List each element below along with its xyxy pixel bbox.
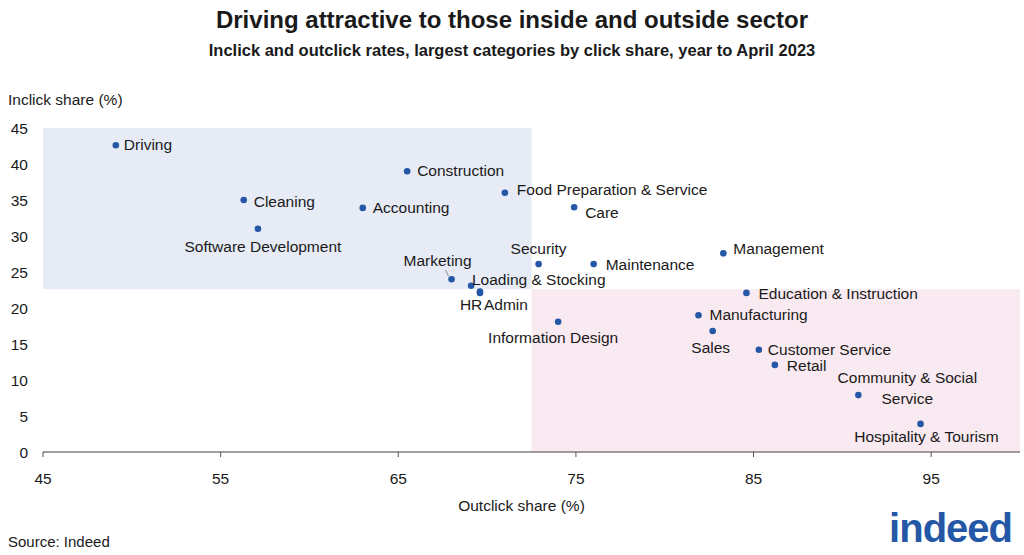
- y-tick: [39, 416, 43, 417]
- y-tick: [39, 128, 43, 129]
- point-label: Care: [585, 204, 619, 221]
- point-label: Maintenance: [606, 256, 695, 273]
- point: [855, 392, 862, 399]
- x-axis-line: [43, 451, 1020, 452]
- y-tick-label: 0: [19, 444, 28, 461]
- point-label: Accounting: [373, 199, 450, 216]
- point-label-line: Community & Social: [838, 369, 978, 386]
- x-tick: [43, 452, 44, 457]
- point: [240, 197, 247, 204]
- x-tick: [220, 452, 221, 457]
- point-label: Marketing: [404, 252, 472, 269]
- x-tick-label: 75: [567, 470, 584, 487]
- y-tick: [39, 236, 43, 237]
- point: [359, 205, 366, 212]
- point-label: Hospitality & Tourism: [854, 428, 998, 445]
- point: [590, 261, 597, 268]
- point: [756, 346, 763, 353]
- y-tick: [39, 200, 43, 201]
- y-tick-label: 40: [11, 156, 29, 173]
- source: Source: Indeed: [8, 533, 110, 550]
- y-tick: [39, 308, 43, 309]
- region-high-outclick: [532, 289, 1021, 452]
- point-label: Loading & Stocking: [472, 271, 606, 288]
- point: [571, 204, 578, 211]
- region-high-inclick: [43, 128, 532, 289]
- point-label: Software Development: [185, 238, 342, 255]
- point-label: Driving: [124, 136, 172, 153]
- y-tick: [39, 380, 43, 381]
- logo: indeed: [889, 506, 1012, 550]
- point: [709, 328, 716, 335]
- y-tick-label: 35: [11, 192, 28, 209]
- point: [695, 312, 702, 319]
- point-label: Customer Service: [768, 341, 891, 358]
- y-tick: [39, 272, 43, 273]
- title: Driving attractive to those inside and o…: [216, 6, 808, 33]
- y-tick-label: 25: [11, 264, 28, 281]
- x-tick-label: 95: [923, 470, 940, 487]
- point: [772, 362, 779, 369]
- y-tick: [39, 344, 43, 345]
- point-label: Sales: [691, 339, 730, 356]
- point: [917, 421, 924, 428]
- point-label: Manufacturing: [709, 306, 807, 323]
- x-tick: [753, 452, 754, 457]
- point: [404, 168, 411, 175]
- x-tick: [931, 452, 932, 457]
- x-tick: [575, 452, 576, 457]
- point-label: Admin: [484, 296, 528, 313]
- y-tick-label: 5: [19, 408, 28, 425]
- x-tick-label: 55: [212, 470, 229, 487]
- point: [448, 276, 455, 283]
- point: [502, 190, 509, 197]
- point: [720, 250, 727, 257]
- subtitle: Inclick and outclick rates, largest cate…: [209, 41, 816, 59]
- x-tick-label: 65: [390, 470, 407, 487]
- point: [535, 261, 542, 268]
- y-tick: [39, 452, 43, 453]
- points: [113, 142, 924, 427]
- point-label: Food Preparation & Service: [517, 181, 707, 198]
- point-label: Construction: [417, 162, 504, 179]
- chart: Driving attractive to those inside and o…: [0, 0, 1024, 555]
- point-labels: Driving Construction Food Preparation & Se…: [124, 136, 999, 445]
- point-label: Security: [511, 240, 567, 257]
- y-tick-label: 30: [11, 228, 29, 245]
- point-label: HR: [460, 296, 482, 313]
- point: [255, 226, 262, 233]
- point-label: Education & Instruction: [758, 285, 917, 302]
- point: [113, 142, 120, 149]
- y-tick-label: 45: [11, 120, 28, 137]
- point-label: Information Design: [488, 329, 618, 346]
- point: [555, 318, 562, 325]
- leader-line: [446, 270, 449, 276]
- y-axis-label: Inclick share (%): [8, 91, 123, 108]
- point-label: Management: [733, 240, 824, 257]
- point-label: Retail: [787, 357, 827, 374]
- point: [743, 290, 750, 297]
- y-tick-label: 15: [11, 336, 28, 353]
- y-tick-label: 10: [11, 372, 29, 389]
- x-axis-label: Outclick share (%): [458, 497, 585, 514]
- x-tick: [398, 452, 399, 457]
- x-tick-label: 45: [34, 470, 51, 487]
- point-label: Cleaning: [254, 193, 315, 210]
- y-tick: [39, 164, 43, 165]
- y-tick-label: 20: [11, 300, 29, 317]
- x-tick-label: 85: [745, 470, 762, 487]
- point-label: Community & Social Service: [838, 369, 978, 407]
- point-label-line: Service: [882, 390, 934, 407]
